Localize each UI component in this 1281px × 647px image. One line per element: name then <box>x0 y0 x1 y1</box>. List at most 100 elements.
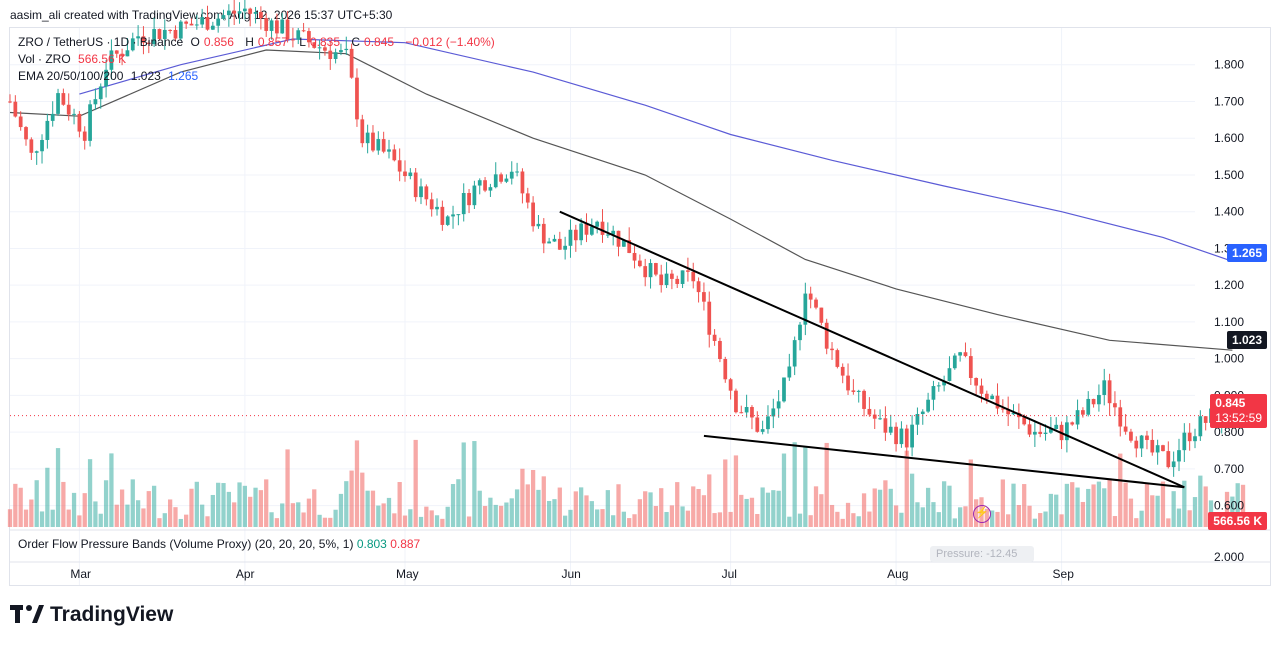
candle-body <box>419 186 423 198</box>
candle-body <box>120 53 124 57</box>
volume-bar <box>797 513 803 527</box>
volume-bar <box>237 482 242 527</box>
volume-bar <box>675 482 680 527</box>
candle-body <box>686 270 690 272</box>
candle-body <box>904 428 909 448</box>
time-axis: Mar Apr May Jun Jul Aug Sep <box>70 567 1074 581</box>
volume-bar <box>1006 514 1011 527</box>
volume-bar <box>525 484 530 527</box>
candle-body <box>451 214 455 217</box>
volume-bar <box>1150 495 1155 527</box>
candle-body <box>109 50 114 70</box>
volume-bar <box>194 481 199 527</box>
y-tick-label: 1.800 <box>1214 58 1244 72</box>
lower-trendline <box>703 434 1185 489</box>
volume-bar <box>546 500 552 527</box>
volume-bar <box>13 483 18 527</box>
candle-body <box>45 120 50 140</box>
volume-bar <box>968 459 973 527</box>
candle-body <box>275 20 279 34</box>
candle-body <box>1043 432 1048 434</box>
candle-body <box>280 19 285 34</box>
volume-bar <box>434 515 440 527</box>
candle-body <box>1032 431 1037 435</box>
candle-body <box>200 17 205 25</box>
volume-bar <box>1203 486 1208 527</box>
candle-body <box>712 334 717 341</box>
volume-bar <box>755 514 760 527</box>
candle-body <box>312 42 317 48</box>
candle-body <box>216 18 221 26</box>
volume-bar <box>1128 498 1134 527</box>
volume-bar <box>509 498 514 527</box>
tradingview-logo[interactable]: TradingView <box>10 603 173 627</box>
volume-bar <box>168 499 173 527</box>
candle-body <box>867 408 872 415</box>
candle-body <box>29 139 34 153</box>
volume-bar <box>146 491 151 527</box>
volume-bar <box>877 489 883 527</box>
candle-body <box>750 407 754 418</box>
volume-bar <box>819 494 824 527</box>
volume-bar <box>1118 453 1123 527</box>
candle-body <box>221 15 226 19</box>
volume-bar <box>701 495 707 527</box>
y-tick-label: 1.000 <box>1214 352 1244 366</box>
symbol-title: ZRO / TetherUS · 1D · Binance <box>18 35 184 49</box>
candle-body <box>1065 422 1069 441</box>
volume-bar <box>536 489 541 527</box>
volume-bar <box>157 518 162 527</box>
volume-bar <box>824 442 829 527</box>
candle-body <box>440 206 445 225</box>
volume-bar <box>466 516 472 527</box>
volume-bar <box>920 507 925 527</box>
volume-bar <box>248 496 253 527</box>
candle-body <box>840 366 845 376</box>
volume-bar <box>1224 491 1230 527</box>
volume-bar <box>322 517 328 527</box>
y-tick-label: 0.600 <box>1214 499 1244 513</box>
candle-body <box>1203 416 1208 423</box>
volume-bar <box>835 511 840 527</box>
candle-body <box>269 20 274 31</box>
candle-body <box>888 426 893 433</box>
candle-body <box>803 293 808 325</box>
volume-bar <box>7 509 13 527</box>
candle-body <box>952 355 957 369</box>
volume-bar <box>691 486 696 527</box>
candle-body <box>1177 450 1181 462</box>
candle-body <box>979 385 984 394</box>
volume-bar <box>114 504 119 527</box>
volume-bar <box>899 512 904 527</box>
volume-bar <box>861 493 867 527</box>
volume-bar <box>563 515 568 527</box>
volume-legend: Vol · ZRO 566.56 K <box>18 52 127 66</box>
candle-body <box>483 180 487 191</box>
volume-bar <box>744 498 749 527</box>
candle-body <box>995 395 1000 409</box>
candle-body <box>824 322 829 349</box>
candle-body <box>680 270 685 284</box>
lightning-icon[interactable]: ⚡ <box>973 505 991 523</box>
volume-bar <box>354 440 360 527</box>
volume-bar <box>867 511 872 527</box>
volume-bar <box>135 500 141 527</box>
volume-bar <box>55 448 61 527</box>
candle-body <box>24 127 28 140</box>
candle-body <box>1198 416 1203 437</box>
candle-body <box>579 223 584 241</box>
volume-bar <box>376 505 381 527</box>
volume-bar <box>808 515 813 527</box>
candle-body <box>984 393 989 400</box>
volume-bar <box>162 513 167 527</box>
candle-body <box>739 412 744 414</box>
candle-body <box>552 238 557 242</box>
volume-price-tag: 566.56 K <box>1208 512 1267 530</box>
candle-body <box>1182 432 1187 451</box>
volume-bar <box>1144 482 1150 527</box>
candle-body <box>1155 445 1160 453</box>
y-tick-label: 1.100 <box>1214 315 1244 329</box>
candle-body <box>98 86 103 100</box>
candle-body <box>835 350 840 367</box>
